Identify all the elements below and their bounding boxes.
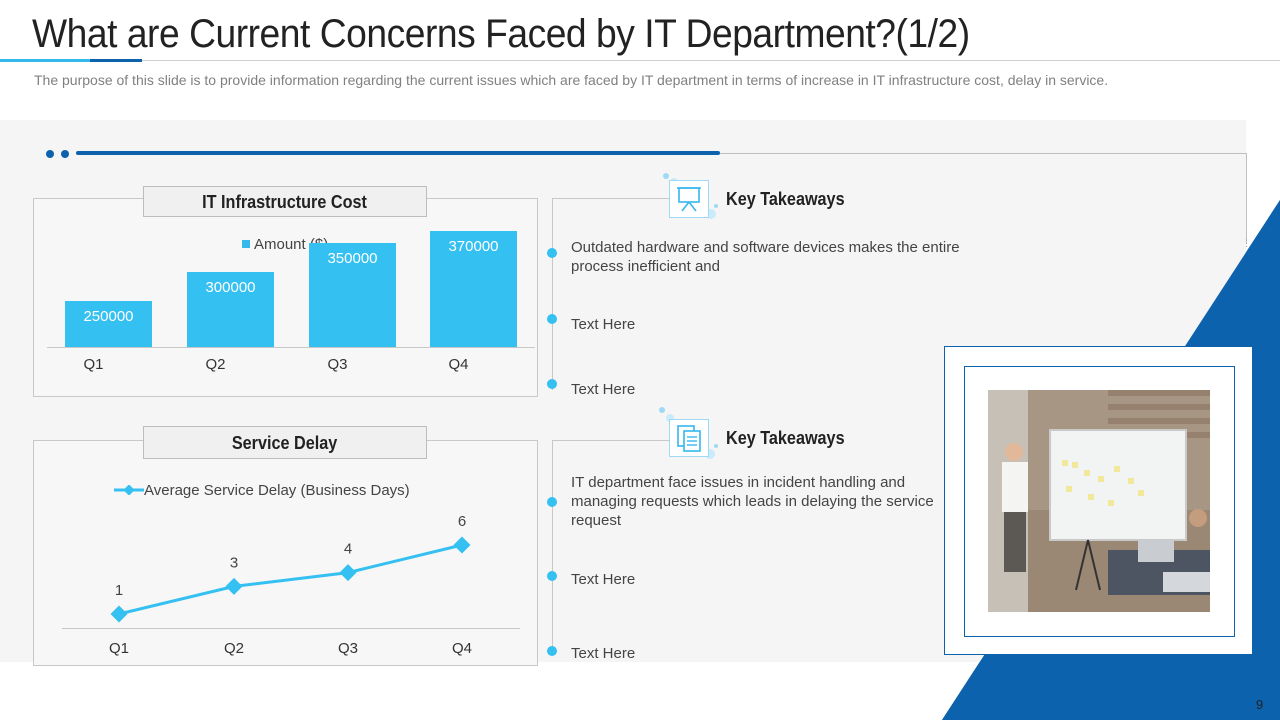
takeaway-2-item-3: Text Here [571, 645, 636, 662]
cost-bar-value-label: 250000 [83, 308, 134, 326]
cost-bar-q3 [309, 242, 396, 347]
cost-bar-value-label: 370000 [448, 237, 499, 255]
progress-dot-1 [46, 150, 54, 158]
page-title: What are Current Concerns Faced by IT De… [32, 12, 970, 56]
takeaway-1-item-3: Text Here [571, 381, 636, 398]
bullet [547, 379, 557, 389]
side-marker: ⋮ [1242, 238, 1251, 248]
cost-bar-q2 [187, 271, 274, 347]
cost-bar-value-label: 300000 [205, 278, 256, 296]
legend-swatch [242, 240, 250, 248]
title-divider [0, 60, 1280, 61]
bullet [547, 248, 557, 258]
cost-tick-label: Q2 [205, 356, 226, 373]
delay-tick-label: Q2 [224, 640, 244, 657]
presentation-board-icon [677, 187, 701, 212]
delay-series-line [118, 543, 463, 616]
delay-legend-text: Average Service Delay (Business Days) [144, 482, 410, 499]
cost-chart-label: IT Infrastructure Cost [143, 186, 427, 217]
delay-point-q3 [339, 564, 357, 582]
title-accent-dark [90, 59, 142, 62]
delay-tick-label: Q3 [338, 640, 358, 657]
delay-data-label: 4 [344, 541, 352, 558]
takeaway-2-item-1: IT department face issues in incident ha… [571, 474, 934, 529]
delay-chart-label: Service Delay [143, 426, 427, 459]
cost-tick-label: Q3 [327, 356, 348, 373]
title-accent-light [0, 59, 90, 62]
timeline-1-connector [552, 198, 670, 199]
takeaway-1-title: Key Takeaways [726, 189, 845, 209]
team-meeting-whiteboard-photo [988, 390, 1210, 612]
legend-line-marker [114, 484, 144, 496]
delay-data-label: 1 [115, 582, 123, 599]
progress-track [720, 153, 1246, 154]
bullet [547, 314, 557, 324]
bullet [547, 571, 557, 581]
takeaway-2-icon-box [669, 419, 709, 457]
progress-line [76, 151, 720, 155]
team-meeting-photo [988, 390, 1210, 612]
cost-tick-label: Q4 [448, 356, 469, 373]
documents-icon [677, 425, 701, 452]
timeline-2-connector [552, 440, 670, 441]
takeaway-1-item-2: Text Here [571, 316, 636, 333]
cost-bar-q4 [430, 230, 517, 347]
delay-tick-label: Q4 [452, 640, 472, 657]
panel-border-right [1246, 153, 1247, 243]
cost-tick-label: Q1 [83, 356, 104, 373]
delay-chart-axis [62, 628, 520, 629]
takeaway-2-item-2: Text Here [571, 571, 636, 588]
bullet [547, 497, 557, 507]
delay-chart-legend: Average Service Delay (Business Days) [114, 482, 410, 499]
bullet [547, 646, 557, 656]
cost-chart-axis [47, 347, 535, 348]
delay-point-q1 [110, 605, 128, 623]
delay-tick-label: Q1 [109, 640, 129, 657]
cost-chart-label-text: IT Infrastructure Cost [202, 192, 368, 212]
page-number: 9 [1256, 697, 1264, 712]
delay-chart-label-text: Service Delay [232, 433, 338, 453]
cost-bar-q1 [65, 301, 152, 347]
takeaway-1-item-1: Outdated hardware and software devices m… [571, 239, 960, 275]
delay-point-q4 [453, 536, 471, 554]
timeline-1-line [552, 198, 553, 390]
progress-dot-2 [61, 150, 69, 158]
delay-data-label: 3 [230, 554, 238, 571]
cost-bar-value-label: 350000 [327, 249, 378, 267]
takeaway-1-icon-box [669, 180, 709, 218]
slide-subtitle: The purpose of this slide is to provide … [34, 72, 1109, 88]
delay-point-q2 [225, 577, 243, 595]
takeaway-2-title: Key Takeaways [726, 428, 845, 448]
timeline-2-line [552, 440, 553, 655]
delay-data-label: 6 [458, 513, 466, 530]
